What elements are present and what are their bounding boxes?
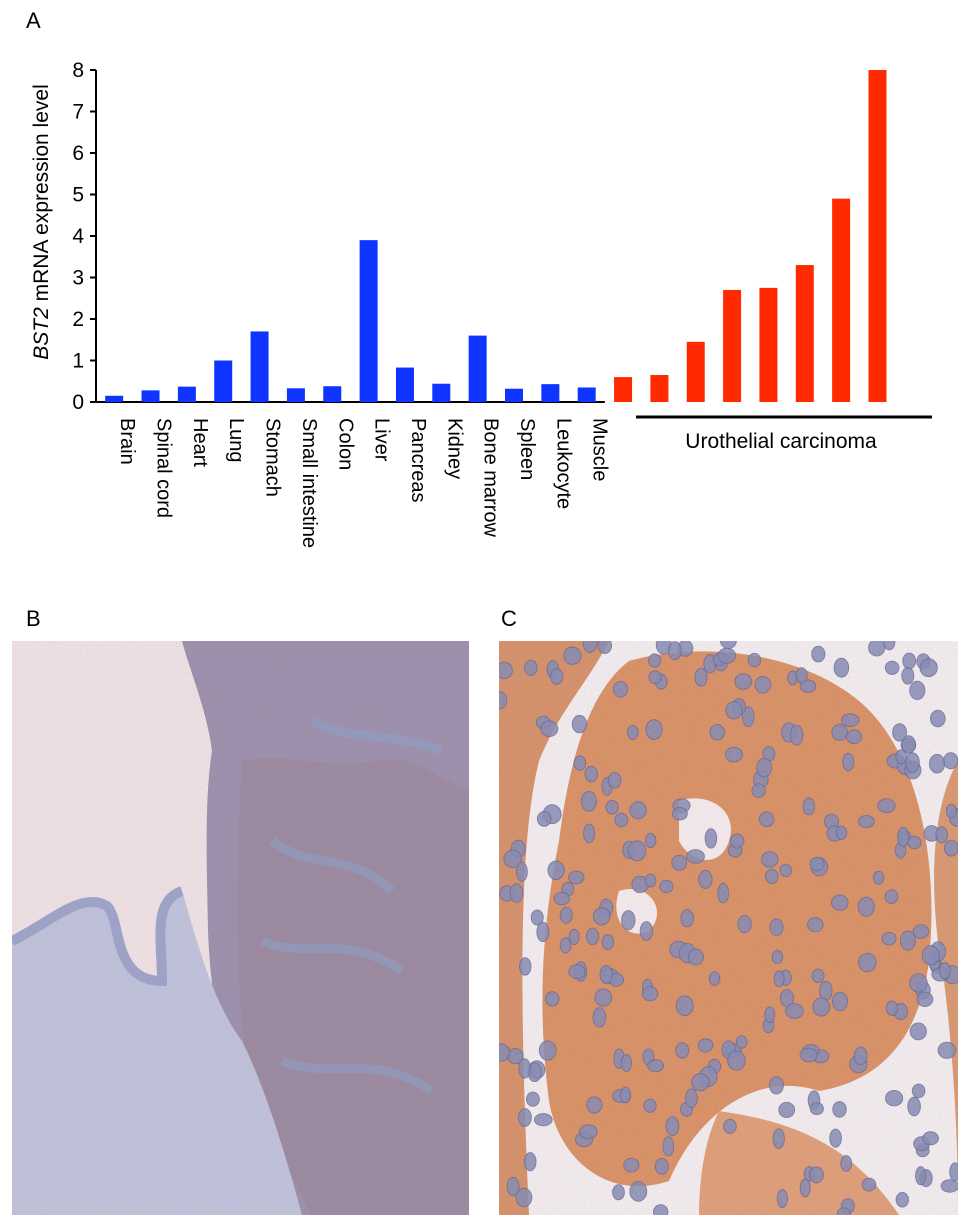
- bar-normal-tissue: [177, 386, 196, 402]
- bar-carcinoma: [868, 70, 887, 402]
- x-tick-label: Lung: [225, 418, 247, 463]
- bar-normal-tissue: [286, 388, 305, 402]
- bar-carcinoma: [759, 287, 778, 402]
- bar-carcinoma: [686, 341, 705, 402]
- x-tick-label: Spinal cord: [153, 418, 175, 518]
- bar-carcinoma: [723, 289, 742, 402]
- bar-normal-tissue: [577, 387, 596, 402]
- x-tick-label: Heart: [189, 418, 211, 467]
- y-axis-label: BST2 mRNA expression level: [30, 84, 53, 359]
- x-tick-label: Colon: [334, 418, 356, 470]
- y-tick-label: 0: [72, 391, 84, 414]
- x-tick-labels: Brain Spinal cord Heart Lung Stomach Small in…: [116, 418, 611, 548]
- x-tick-label: Liver: [371, 418, 393, 462]
- x-tick-label: Small intestine: [298, 418, 320, 548]
- y-tick-label: 3: [72, 267, 84, 290]
- bar-normal-tissue: [250, 331, 269, 402]
- bar-normal-tissue: [505, 388, 523, 402]
- bar-carcinoma: [832, 198, 851, 402]
- y-tick-label: 1: [72, 350, 84, 373]
- histology-image-c: [499, 641, 958, 1215]
- bar-normal-tissue: [395, 367, 414, 402]
- x-tick-label: Brain: [116, 418, 138, 465]
- bar-normal-tissue: [214, 360, 233, 402]
- y-axis-label-text: mRNA expression level: [30, 84, 53, 307]
- histology-image-b: [12, 641, 469, 1215]
- bar-carcinoma: [614, 377, 633, 402]
- bar-normal-tissue: [105, 395, 124, 402]
- y-tick-label: 6: [72, 142, 84, 165]
- y-axis-label-gene: BST2: [30, 307, 53, 360]
- x-tick-label: Spleen: [516, 418, 538, 480]
- bar-normal-tissue: [359, 240, 378, 402]
- panel-label-b: B: [26, 606, 41, 631]
- x-tick-label: Bone marrow: [480, 418, 502, 537]
- bar-carcinoma: [795, 265, 814, 402]
- bar-normal-tissue: [432, 383, 451, 402]
- bar-normal-tissue: [323, 386, 342, 402]
- x-tick-label: Muscle: [589, 418, 611, 481]
- x-tick-label: Leukocyte: [552, 418, 574, 509]
- y-tick-label: 2: [72, 308, 84, 331]
- bar-normal-tissue: [468, 335, 487, 402]
- bar-carcinoma: [650, 375, 669, 402]
- bar-chart: 0 1 2 3 4 5 6 7 8 Brain Spinal cord Heart Lung Stoma…: [30, 59, 932, 548]
- bar-normal-tissue: [541, 384, 560, 402]
- panel-label-c: C: [501, 606, 517, 631]
- x-tick-label: Stomach: [262, 418, 284, 497]
- x-tick-label: Kidney: [443, 418, 465, 479]
- group-label: Urothelial carcinoma: [685, 430, 877, 453]
- bars: [105, 70, 887, 402]
- y-tick-label: 8: [72, 59, 84, 82]
- x-tick-label: Pancreas: [407, 418, 429, 503]
- y-axis: 0 1 2 3 4 5 6 7 8: [72, 59, 605, 414]
- y-tick-label: 5: [72, 184, 84, 207]
- y-tick-label: 4: [72, 225, 84, 248]
- y-tick-label: 7: [72, 101, 84, 124]
- bar-normal-tissue: [141, 390, 160, 402]
- panel-label-a: A: [26, 8, 41, 33]
